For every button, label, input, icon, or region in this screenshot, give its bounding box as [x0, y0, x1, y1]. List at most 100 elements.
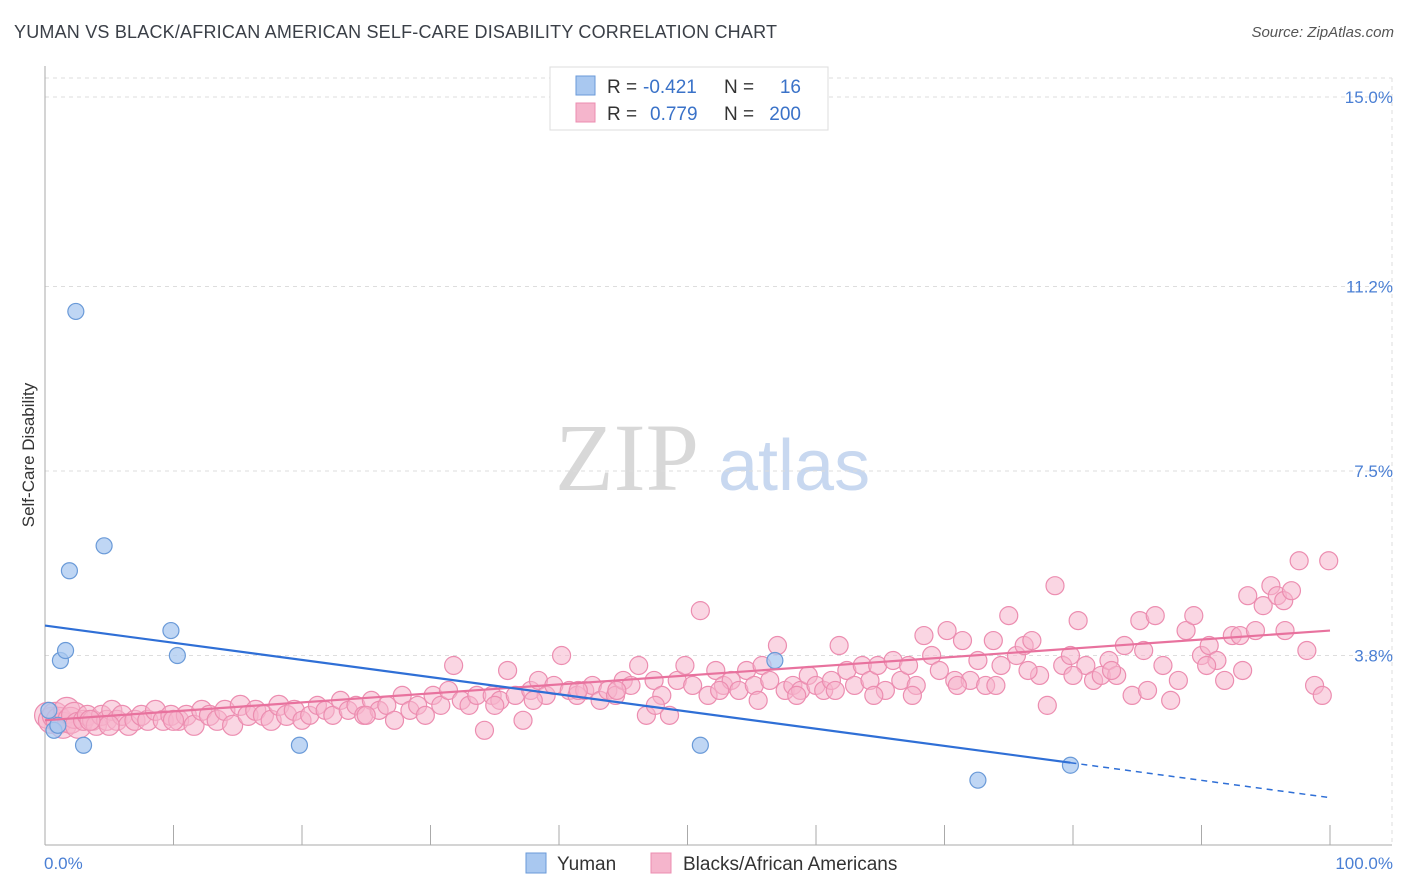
bottom-legend-label-yuman: Yuman [557, 854, 616, 875]
point-yuman-6 [67, 302, 85, 321]
point-blacks-92 [683, 675, 703, 696]
point-blacks-196 [356, 705, 376, 725]
legend-r-value-2: 0.779 [650, 104, 698, 125]
point-blacks-95 [706, 660, 726, 681]
trendline-blacks [44, 629, 1331, 722]
point-blacks-172 [1297, 640, 1317, 661]
watermark-zip: ZIP [555, 404, 699, 511]
point-blacks-132 [991, 655, 1011, 676]
point-yuman-4 [56, 641, 75, 660]
legend-r-label-1: R = [607, 77, 637, 98]
point-blacks-194 [523, 690, 543, 710]
point-blacks-53 [384, 710, 405, 730]
point-blacks-182 [1018, 660, 1038, 681]
point-blacks-70 [513, 710, 533, 730]
point-blacks-176 [1275, 620, 1295, 641]
point-yuman-8 [95, 537, 113, 555]
point-blacks-179 [1134, 640, 1154, 661]
x-ticks [44, 825, 1331, 845]
point-blacks-32 [222, 714, 244, 736]
point-blacks-180 [1101, 660, 1122, 681]
point-blacks-170 [1281, 581, 1302, 601]
point-blacks-59 [431, 695, 451, 715]
legend-box [549, 66, 829, 131]
point-blacks-136 [1022, 630, 1042, 651]
point-blacks-61 [444, 655, 464, 676]
bottom-legend-swatch-yuman [525, 852, 547, 874]
legend-n-label-1: N = [724, 77, 754, 98]
point-blacks-189 [748, 690, 768, 710]
point-yuman-5 [60, 562, 79, 580]
point-yuman-7 [74, 736, 93, 754]
x-tick-label-max: 100.0% [1335, 854, 1393, 873]
point-blacks-141 [1060, 645, 1081, 666]
point-blacks-111 [829, 635, 849, 656]
trendline-yuman-dashed [1070, 761, 1331, 799]
bottom-legend-label-blacks: Blacks/African Americans [683, 854, 897, 875]
point-blacks-152 [1145, 606, 1165, 626]
point-blacks-125 [937, 620, 957, 641]
legend-n-value-2: 200 [769, 104, 801, 125]
point-blacks-177 [1233, 660, 1253, 681]
point-blacks-138 [1037, 695, 1057, 715]
point-blacks-57 [415, 705, 435, 725]
point-blacks-185 [902, 685, 922, 706]
legend: R = -0.421 N = 16 R = 0.779 N = 200 [549, 66, 829, 131]
point-yuman-10 [168, 646, 186, 665]
point-yuman-2 [49, 716, 67, 734]
bottom-legend-swatch-blacks [650, 852, 672, 874]
point-blacks-192 [607, 680, 627, 701]
point-blacks-193 [568, 680, 588, 701]
point-blacks-123 [922, 645, 942, 666]
point-blacks-157 [1184, 606, 1204, 626]
point-yuman-12 [691, 736, 709, 754]
point-blacks-197 [162, 709, 185, 731]
point-blacks-199 [79, 709, 101, 731]
point-blacks-68 [498, 660, 518, 681]
point-blacks-183 [986, 675, 1006, 696]
point-blacks-89 [659, 705, 680, 725]
point-blacks-190 [710, 680, 730, 701]
point-blacks-178 [1197, 655, 1217, 676]
point-blacks-175 [1319, 551, 1339, 571]
y-tick-label-3: 15.0% [1345, 88, 1393, 107]
point-blacks-102 [760, 670, 780, 691]
point-blacks-143 [1076, 655, 1096, 676]
point-blacks-186 [864, 685, 884, 706]
legend-swatch-yuman [575, 75, 596, 96]
legend-n-value-1: 16 [780, 77, 801, 98]
point-blacks-127 [952, 630, 973, 651]
point-blacks-131 [983, 630, 1003, 651]
point-blacks-164 [1238, 586, 1258, 606]
point-yuman-14 [969, 771, 987, 789]
point-yuman-0 [40, 701, 58, 719]
legend-swatch-blacks [575, 102, 596, 123]
point-yuman-13 [766, 651, 784, 670]
legend-r-value-1: -0.421 [643, 77, 697, 98]
legend-r-label-2: R = [607, 104, 637, 125]
point-blacks-133 [999, 606, 1019, 626]
point-blacks-198 [98, 714, 120, 736]
point-blacks-151 [1137, 680, 1158, 701]
trend-lines [44, 624, 1331, 799]
point-blacks-188 [787, 685, 807, 706]
point-blacks-60 [438, 680, 459, 701]
y-tick-label-2: 11.2% [1346, 277, 1393, 296]
point-blacks-139 [1045, 576, 1065, 596]
point-yuman-9 [162, 621, 180, 640]
point-blacks-103 [767, 635, 788, 656]
point-blacks-124 [929, 660, 949, 681]
y-axis-title: Self-Care Disability [19, 382, 38, 527]
point-blacks-174 [1312, 685, 1332, 706]
legend-n-label-2: N = [724, 104, 754, 125]
point-blacks-122 [914, 625, 934, 646]
bottom-legend: Yuman Blacks/African Americans [525, 852, 897, 875]
point-blacks-153 [1153, 655, 1173, 676]
point-blacks-75 [551, 645, 572, 666]
point-blacks-195 [485, 695, 505, 715]
point-blacks-155 [1168, 670, 1188, 691]
point-blacks-91 [675, 655, 695, 676]
chart-title: YUMAN VS BLACK/AFRICAN AMERICAN SELF-CAR… [14, 22, 778, 42]
y-tick-label-1: 7.5% [1354, 462, 1393, 481]
point-blacks-154 [1161, 690, 1181, 710]
